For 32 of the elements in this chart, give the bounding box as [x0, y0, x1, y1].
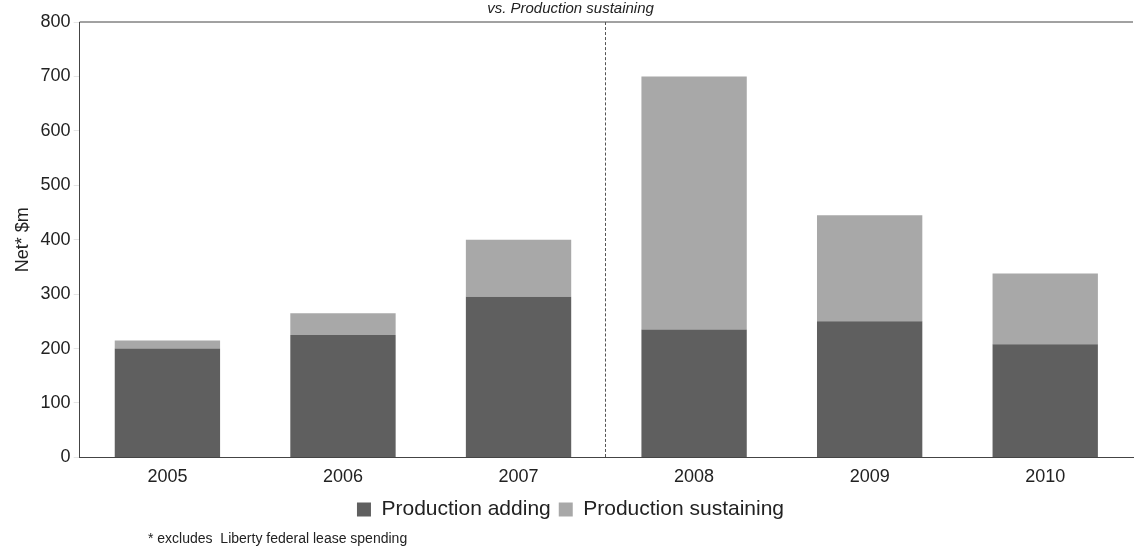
chart-title: vs. Production sustaining: [487, 0, 655, 17]
y-tick-label: 600: [40, 119, 71, 140]
y-axis-title: Net* $m: [11, 207, 32, 273]
bar: [465, 239, 572, 297]
bar: [465, 296, 572, 457]
y-tick-label: 400: [40, 228, 71, 249]
y-tick-label: 500: [40, 174, 71, 195]
bar: [290, 334, 396, 457]
bar: [641, 76, 747, 330]
y-tick-label: 300: [40, 283, 71, 304]
y-tick-label: 0: [60, 446, 71, 467]
x-tick-label: 2009: [849, 466, 890, 487]
y-tick-label: 700: [40, 65, 71, 86]
legend-label: Production adding: [381, 496, 551, 520]
x-tick-label: 2005: [147, 466, 188, 487]
bar: [114, 348, 221, 457]
bar: [114, 340, 221, 349]
bar: [992, 344, 1098, 457]
text: * excludes Liberty federal lease spending: [148, 529, 408, 546]
y-tick-label: 800: [40, 10, 71, 31]
bar: [641, 329, 747, 457]
x-tick-label: 2010: [1025, 466, 1066, 487]
y-tick-label: 100: [40, 391, 71, 412]
x-tick-label: 2007: [498, 466, 539, 487]
bar: [816, 215, 923, 322]
x-tick-label: 2006: [322, 466, 363, 487]
bar: [290, 313, 396, 335]
bar: [816, 321, 923, 457]
y-tick-label: 200: [40, 337, 71, 358]
x-tick-label: 2008: [674, 466, 715, 487]
legend-label: Production sustaining: [583, 496, 785, 520]
bar: [992, 273, 1098, 345]
